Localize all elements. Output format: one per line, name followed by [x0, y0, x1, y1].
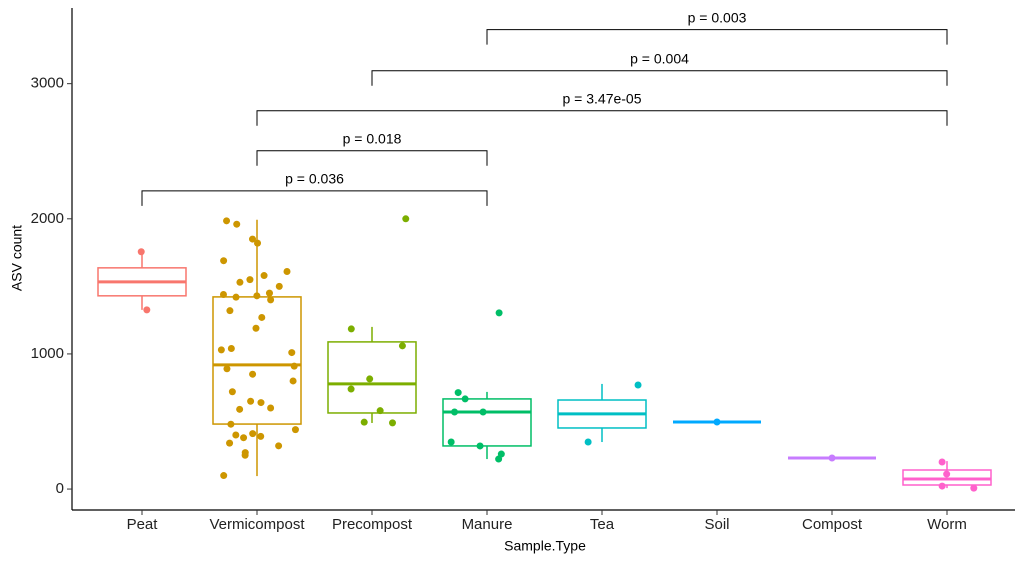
- data-point: [938, 482, 946, 490]
- data-point: [495, 455, 503, 463]
- data-point: [249, 235, 257, 243]
- box: [902, 469, 992, 486]
- data-point: [275, 442, 283, 450]
- significance-bracket: [486, 29, 948, 45]
- data-point: [970, 484, 978, 492]
- data-point: [247, 397, 255, 405]
- data-point: [249, 430, 257, 438]
- data-point: [137, 248, 145, 256]
- p-value-label: p = 0.004: [630, 50, 689, 66]
- data-point: [143, 306, 151, 314]
- data-point: [634, 381, 642, 389]
- data-point: [227, 345, 235, 353]
- p-value-label: p = 0.003: [688, 9, 747, 25]
- data-point: [226, 439, 234, 447]
- y-tick-label: 2000: [31, 210, 64, 227]
- data-point: [938, 458, 946, 466]
- data-point: [402, 215, 410, 223]
- data-point: [253, 292, 261, 300]
- y-tick-label: 3000: [31, 75, 64, 92]
- data-point: [226, 307, 234, 315]
- data-point: [267, 404, 275, 412]
- data-point: [257, 432, 265, 440]
- p-value-label: p = 0.018: [343, 130, 402, 146]
- significance-bracket: [371, 70, 948, 86]
- significance-bracket: [141, 190, 488, 206]
- p-value-label: p = 3.47e-05: [562, 90, 641, 106]
- data-point: [223, 365, 231, 373]
- data-point: [943, 470, 951, 478]
- p-value-label: p = 0.036: [285, 171, 344, 187]
- x-tick-label: Worm: [927, 516, 967, 533]
- x-tick-label: Vermicompost: [209, 516, 305, 533]
- x-tick-label: Manure: [462, 516, 513, 533]
- data-point: [236, 278, 244, 286]
- data-point: [447, 438, 455, 446]
- data-point: [283, 267, 291, 275]
- x-tick-label: Compost: [802, 516, 863, 533]
- y-axis-title: ASV count: [9, 225, 25, 291]
- box: [442, 398, 532, 447]
- data-point: [257, 399, 265, 407]
- data-point: [232, 293, 240, 301]
- x-tick-label: Tea: [590, 516, 615, 533]
- data-point: [828, 454, 836, 462]
- data-point: [236, 405, 244, 413]
- x-tick-label: Soil: [704, 516, 729, 533]
- data-point: [461, 395, 469, 403]
- data-point: [476, 442, 484, 450]
- data-point: [290, 362, 298, 370]
- data-point: [398, 342, 406, 350]
- data-point: [495, 309, 503, 317]
- data-point: [240, 434, 248, 442]
- data-point: [288, 349, 296, 357]
- data-point: [232, 431, 240, 439]
- data-point: [252, 324, 260, 332]
- data-point: [228, 388, 236, 396]
- data-point: [376, 407, 384, 415]
- box: [212, 296, 302, 425]
- box: [327, 341, 417, 414]
- x-tick-label: Precompost: [332, 516, 413, 533]
- data-point: [241, 451, 249, 459]
- data-point: [219, 290, 227, 298]
- y-tick-label: 1000: [31, 345, 64, 362]
- data-point: [360, 418, 368, 426]
- x-axis-title: Sample.Type: [504, 538, 586, 554]
- data-point: [713, 418, 721, 426]
- data-point: [289, 377, 297, 385]
- data-point: [347, 325, 355, 333]
- data-point: [233, 220, 241, 228]
- data-point: [246, 276, 254, 284]
- data-point: [220, 472, 228, 480]
- data-point: [267, 296, 275, 304]
- data-point: [217, 346, 225, 354]
- data-point: [275, 282, 283, 290]
- x-tick-label: Peat: [127, 516, 159, 533]
- data-point: [220, 257, 228, 265]
- data-point: [454, 389, 462, 397]
- data-point: [389, 419, 397, 427]
- data-point: [227, 420, 235, 428]
- y-tick-label: 0: [56, 480, 64, 497]
- data-point: [451, 408, 459, 416]
- significance-bracket: [256, 110, 948, 126]
- data-point: [254, 239, 262, 247]
- data-point: [265, 289, 273, 297]
- data-point: [258, 313, 266, 321]
- data-point: [584, 438, 592, 446]
- data-point: [291, 426, 299, 434]
- data-point: [347, 385, 355, 393]
- data-point: [249, 370, 257, 378]
- data-point: [366, 375, 374, 383]
- data-point: [479, 408, 487, 416]
- data-point: [223, 217, 231, 225]
- data-point: [260, 272, 268, 280]
- significance-bracket: [256, 150, 488, 166]
